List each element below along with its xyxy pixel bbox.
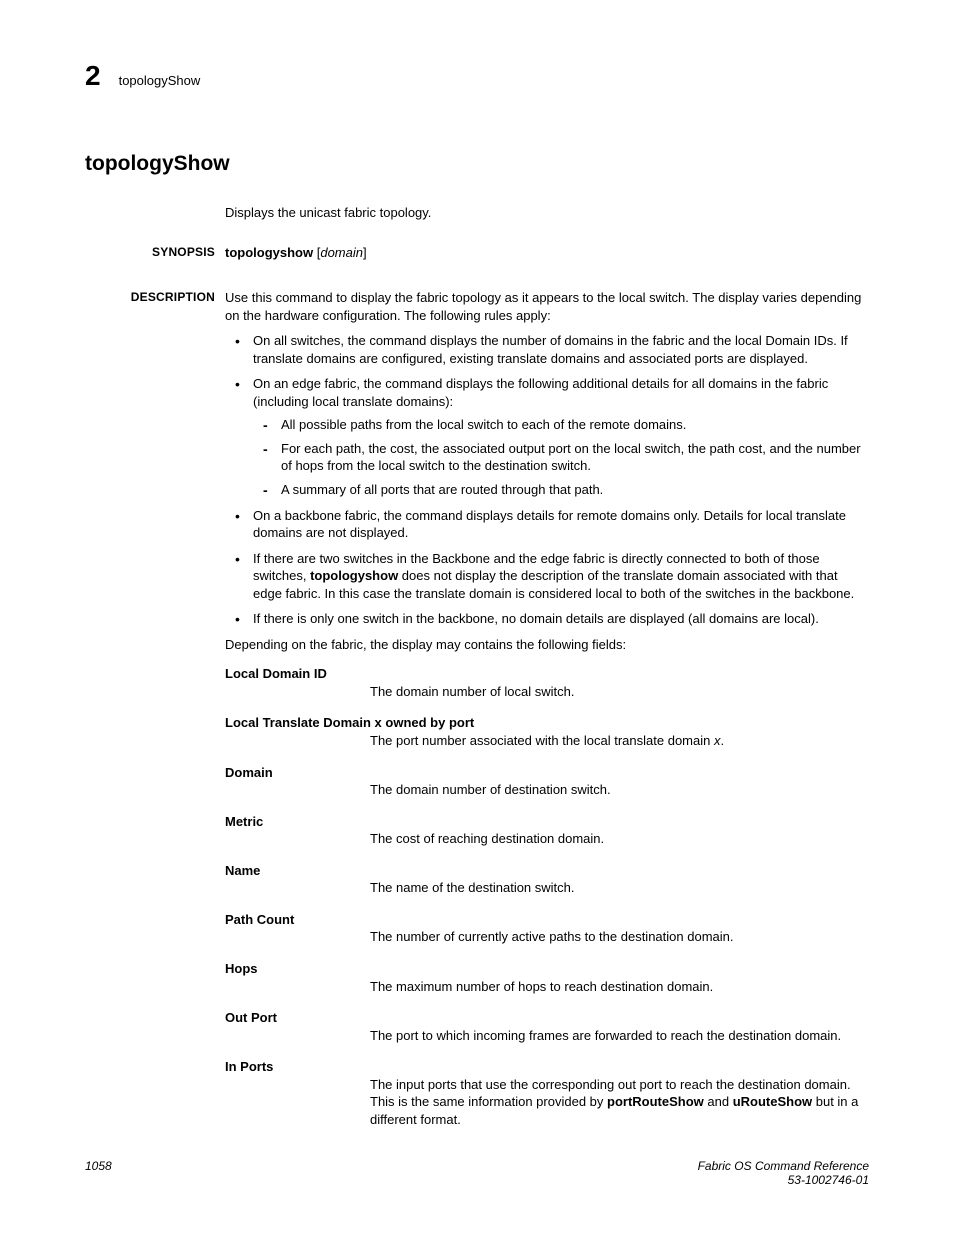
field-term: Local Translate Domain x owned by port — [225, 714, 869, 732]
field-block: Local Translate Domain x owned by port T… — [225, 714, 869, 749]
bullet-text: If there is only one switch in the backb… — [253, 611, 819, 626]
page-header: 2 topologyShow — [85, 60, 869, 92]
field-desc: The name of the destination switch. — [370, 879, 869, 897]
field-block: Hops The maximum number of hops to reach… — [225, 960, 869, 995]
field-block: Name The name of the destination switch. — [225, 862, 869, 897]
synopsis-section: SYNOPSIS topologyshow [domain] — [225, 244, 869, 262]
field-term: Hops — [225, 960, 869, 978]
bullet-text: On a backbone fabric, the command displa… — [253, 508, 846, 541]
field-desc: The domain number of local switch. — [370, 683, 869, 701]
field-term: Out Port — [225, 1009, 869, 1027]
bullet-item: If there is only one switch in the backb… — [225, 610, 869, 628]
field-desc-post: . — [720, 733, 724, 748]
description-lead: Use this command to display the fabric t… — [225, 289, 869, 324]
command-title: topologyShow — [85, 152, 869, 176]
field-desc-bold2: uRouteShow — [733, 1094, 812, 1109]
field-desc: The input ports that use the correspondi… — [370, 1076, 869, 1129]
chapter-number: 2 — [85, 60, 101, 92]
field-term: Domain — [225, 764, 869, 782]
sub-bullet-item: For each path, the cost, the associated … — [253, 440, 869, 475]
bullet-item: On an edge fabric, the command displays … — [225, 375, 869, 498]
doc-id: 53-1002746-01 — [788, 1173, 869, 1187]
field-block: Out Port The port to which incoming fram… — [225, 1009, 869, 1044]
field-term: Path Count — [225, 911, 869, 929]
body-area: Displays the unicast fabric topology. SY… — [225, 204, 869, 1128]
description-bullets: On all switches, the command displays th… — [225, 332, 869, 628]
page-content: 2 topologyShow topologyShow Displays the… — [0, 0, 954, 1128]
bullet-text: On an edge fabric, the command displays … — [253, 376, 828, 409]
field-term: Local Domain ID — [225, 665, 869, 683]
field-desc: The port to which incoming frames are fo… — [370, 1027, 869, 1045]
description-label: DESCRIPTION — [85, 289, 215, 305]
field-desc: The number of currently active paths to … — [370, 928, 869, 946]
page-number: 1058 — [85, 1159, 112, 1187]
field-desc: The maximum number of hops to reach dest… — [370, 978, 869, 996]
field-term: Metric — [225, 813, 869, 831]
bullet-bold: topologyshow — [310, 568, 398, 583]
bullet-text: On all switches, the command displays th… — [253, 333, 848, 366]
field-desc: The domain number of destination switch. — [370, 781, 869, 799]
header-command-name: topologyShow — [119, 73, 201, 88]
bullet-item: On a backbone fabric, the command displa… — [225, 507, 869, 542]
bullet-item: If there are two switches in the Backbon… — [225, 550, 869, 603]
field-desc-pre: The port number associated with the loca… — [370, 733, 714, 748]
description-section: DESCRIPTION Use this command to display … — [225, 289, 869, 1128]
synopsis-command: topologyshow — [225, 245, 313, 260]
field-desc: The port number associated with the loca… — [370, 732, 869, 750]
after-bullets-text: Depending on the fabric, the display may… — [225, 636, 869, 654]
sub-bullets: All possible paths from the local switch… — [253, 416, 869, 498]
field-term: In Ports — [225, 1058, 869, 1076]
bullet-item: On all switches, the command displays th… — [225, 332, 869, 367]
field-block: Domain The domain number of destination … — [225, 764, 869, 799]
field-desc: The cost of reaching destination domain. — [370, 830, 869, 848]
doc-title: Fabric OS Command Reference — [698, 1159, 869, 1173]
field-desc-bold1: portRouteShow — [607, 1094, 704, 1109]
synopsis-arg: domain — [320, 245, 363, 260]
synopsis-label: SYNOPSIS — [85, 244, 215, 260]
field-desc-mid: and — [704, 1094, 733, 1109]
synopsis-close: ] — [363, 245, 367, 260]
field-block: In Ports The input ports that use the co… — [225, 1058, 869, 1128]
synopsis-line: topologyshow [domain] — [225, 245, 367, 260]
intro-text: Displays the unicast fabric topology. — [225, 204, 869, 222]
field-term: Name — [225, 862, 869, 880]
sub-bullet-item: A summary of all ports that are routed t… — [253, 481, 869, 499]
field-block: Local Domain ID The domain number of loc… — [225, 665, 869, 700]
field-block: Metric The cost of reaching destination … — [225, 813, 869, 848]
field-block: Path Count The number of currently activ… — [225, 911, 869, 946]
page-footer: 1058 Fabric OS Command Reference 53-1002… — [85, 1159, 869, 1187]
footer-doc-info: Fabric OS Command Reference 53-1002746-0… — [698, 1159, 869, 1187]
sub-bullet-item: All possible paths from the local switch… — [253, 416, 869, 434]
